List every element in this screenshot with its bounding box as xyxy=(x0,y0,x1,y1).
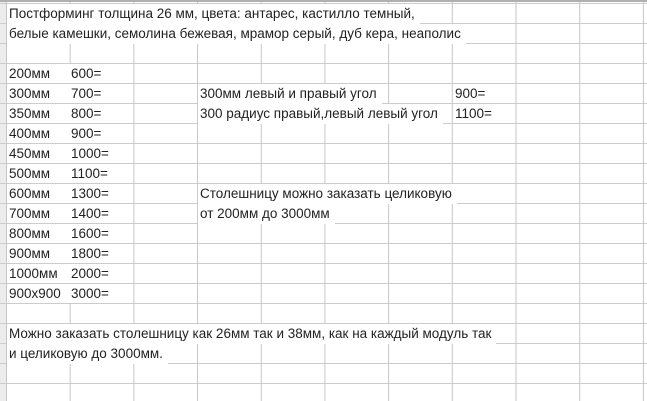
corner-option-text[interactable]: 300мм левый и правый угол xyxy=(198,84,382,104)
size-cell[interactable]: 600мм xyxy=(7,184,56,203)
top-border-line xyxy=(0,0,647,2)
footer-note-line2[interactable]: и целиковую до 3000мм. xyxy=(7,344,168,364)
size-cell[interactable]: 300мм xyxy=(7,84,56,103)
corner-option-price[interactable]: 900= xyxy=(453,84,491,103)
size-cell[interactable]: 400мм xyxy=(7,124,56,143)
size-cell[interactable]: 900x900 xyxy=(7,284,66,303)
price-cell[interactable]: 800= xyxy=(69,104,107,123)
size-cell[interactable]: 800мм xyxy=(7,224,56,243)
price-cell[interactable]: 700= xyxy=(69,84,107,103)
header-note-line1[interactable]: Постформинг толщина 26 мм, цвета: антаре… xyxy=(7,4,420,24)
price-cell[interactable]: 1400= xyxy=(69,204,114,223)
price-cell[interactable]: 1000= xyxy=(69,144,114,163)
size-cell[interactable]: 1000мм xyxy=(7,264,63,283)
price-cell[interactable]: 1100= xyxy=(69,164,113,183)
size-cell[interactable]: 500мм xyxy=(7,164,56,183)
price-cell[interactable]: 900= xyxy=(69,124,107,143)
price-cell[interactable]: 1800= xyxy=(69,244,114,263)
header-note-line2[interactable]: белые камешки, семолина бежевая, мрамор … xyxy=(7,24,466,44)
price-cell[interactable]: 1600= xyxy=(69,224,114,243)
corner-option-text[interactable]: 300 радиус правый,левый левый угол xyxy=(198,104,443,124)
price-cell[interactable]: 2000= xyxy=(69,264,114,283)
size-cell[interactable]: 350мм xyxy=(7,104,56,123)
price-cell[interactable]: 3000= xyxy=(69,284,114,303)
corner-option-price[interactable]: 1100= xyxy=(453,104,497,123)
whole-note-line2[interactable]: от 200мм до 3000мм xyxy=(198,204,335,224)
size-cell[interactable]: 900мм xyxy=(7,244,56,263)
price-cell[interactable]: 1300= xyxy=(69,184,114,203)
size-cell[interactable]: 200мм xyxy=(7,64,56,83)
whole-note-line1[interactable]: Столешницу можно заказать целиковую xyxy=(198,184,457,204)
footer-note-line1[interactable]: Можно заказать столешницу как 26мм так и… xyxy=(7,324,497,344)
price-cell[interactable]: 600= xyxy=(69,64,107,83)
size-cell[interactable]: 450мм xyxy=(7,144,56,163)
size-cell[interactable]: 700мм xyxy=(7,204,56,223)
